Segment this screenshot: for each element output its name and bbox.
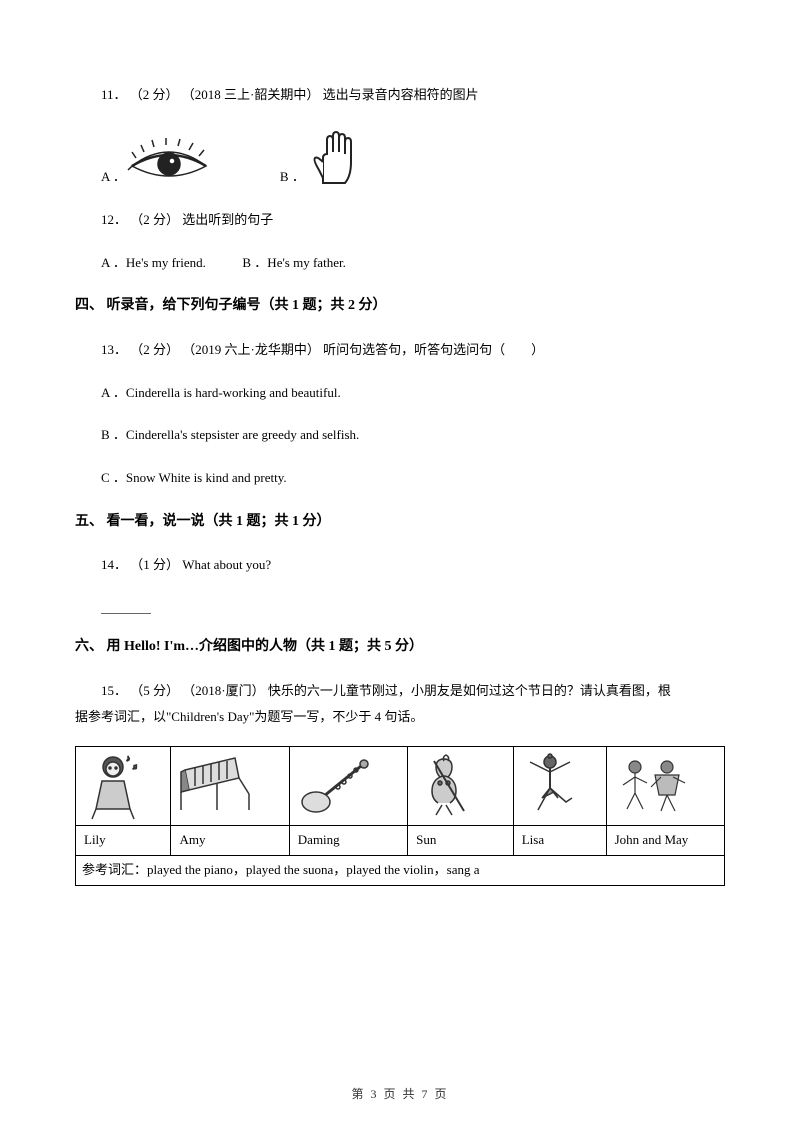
q12-choice-b: B ．He's my father. — [242, 255, 345, 270]
q13-number: 13． — [101, 342, 127, 357]
table-name-3: Sun — [408, 826, 514, 856]
table-name-5: John and May — [606, 826, 724, 856]
reference-table: ♪ ♫ — [75, 746, 725, 886]
table-name-4: Lisa — [513, 826, 606, 856]
question-13-stem: 13． （2 分） （2019 六上·龙华期中） 听问句选答句，听答句选问句（ … — [75, 340, 725, 361]
q11-choices: A ． B ． — [75, 128, 725, 188]
q11-choice-a-label: A ． — [75, 167, 126, 188]
q13-choice-c: C ．Snow White is kind and pretty. — [75, 468, 725, 489]
q11-points: （2 分） — [130, 87, 179, 102]
table-cell-sun-img — [408, 747, 514, 826]
q13-choice-b: B ．Cinderella's stepsister are greedy an… — [75, 425, 725, 446]
question-12-stem: 12． （2 分） 选出听到的句子 — [75, 210, 725, 231]
q12-choice-a: A ．He's my friend. — [101, 255, 206, 270]
q12-choices: A ．He's my friend. B ．He's my father. — [75, 253, 725, 274]
table-hint-row: 参考词汇：played the piano，played the suona，p… — [76, 856, 725, 886]
q13-points: （2 分） — [130, 342, 179, 357]
table-name-1: Amy — [171, 826, 289, 856]
table-name-2: Daming — [289, 826, 407, 856]
q11-stem: 选出与录音内容相符的图片 — [323, 87, 479, 102]
q13-choice-a: A ．Cinderella is hard-working and beauti… — [75, 383, 725, 404]
q15-points: （5 分） — [130, 683, 179, 698]
table-image-row: ♪ ♫ — [76, 747, 725, 826]
table-cell-john-may-img — [606, 747, 724, 826]
answer-blank-line[interactable] — [101, 598, 151, 614]
q14-number: 14． — [101, 557, 127, 572]
q11-number: 11． — [101, 87, 127, 102]
q14-stem: What about you? — [182, 557, 271, 572]
question-14-stem: 14． （1 分） What about you? — [75, 555, 725, 576]
table-hint: 参考词汇：played the piano，played the suona，p… — [76, 856, 725, 886]
q13-source: （2019 六上·龙华期中） — [182, 342, 320, 357]
table-cell-daming-img — [289, 747, 407, 826]
section-5-heading: 五、 看一看，说一说（共 1 题；共 1 分） — [75, 511, 725, 533]
q15-stem1: 快乐的六一儿童节刚过，小朋友是如何过这个节日的？请认真看图，根 — [268, 683, 671, 698]
q11-choice-a: A ． — [75, 136, 212, 188]
q12-number: 12． — [101, 212, 127, 227]
question-15-line1: 15． （5 分） （2018·厦门） 快乐的六一儿童节刚过，小朋友是如何过这个… — [75, 681, 725, 702]
table-cell-amy-img — [171, 747, 289, 826]
q15-number: 15． — [101, 683, 127, 698]
q13-stem: 听问句选答句，听答句选问句（ ） — [323, 342, 544, 357]
table-name-row: Lily Amy Daming Sun Lisa John and May — [76, 826, 725, 856]
q11-choice-b-label: B ． — [254, 167, 305, 188]
svg-text:♫: ♫ — [132, 763, 137, 771]
section-4-heading: 四、 听录音，给下列句子编号（共 1 题；共 2 分） — [75, 295, 725, 317]
q11-source: （2018 三上·韶关期中） — [182, 87, 320, 102]
hand-icon — [305, 128, 365, 188]
page-footer: 第 3 页 共 7 页 — [0, 1085, 800, 1104]
q12-points: （2 分） — [130, 212, 179, 227]
q14-points: （1 分） — [130, 557, 179, 572]
table-cell-lisa-img — [513, 747, 606, 826]
question-11-stem: 11． （2 分） （2018 三上·韶关期中） 选出与录音内容相符的图片 — [75, 85, 725, 106]
eye-icon — [126, 136, 212, 188]
svg-text:♪: ♪ — [126, 754, 130, 763]
q11-choice-b: B ． — [254, 128, 365, 188]
section-6-heading: 六、 用 Hello! I'm…介绍图中的人物（共 1 题；共 5 分） — [75, 636, 725, 658]
q15-source: （2018·厦门） — [182, 683, 264, 698]
table-cell-lily-img: ♪ ♫ — [76, 747, 171, 826]
question-15-line2: 据参考词汇，以"Children's Day"为题写一写，不少于 4 句话。 — [75, 707, 725, 728]
table-name-0: Lily — [76, 826, 171, 856]
q12-stem: 选出听到的句子 — [182, 212, 273, 227]
